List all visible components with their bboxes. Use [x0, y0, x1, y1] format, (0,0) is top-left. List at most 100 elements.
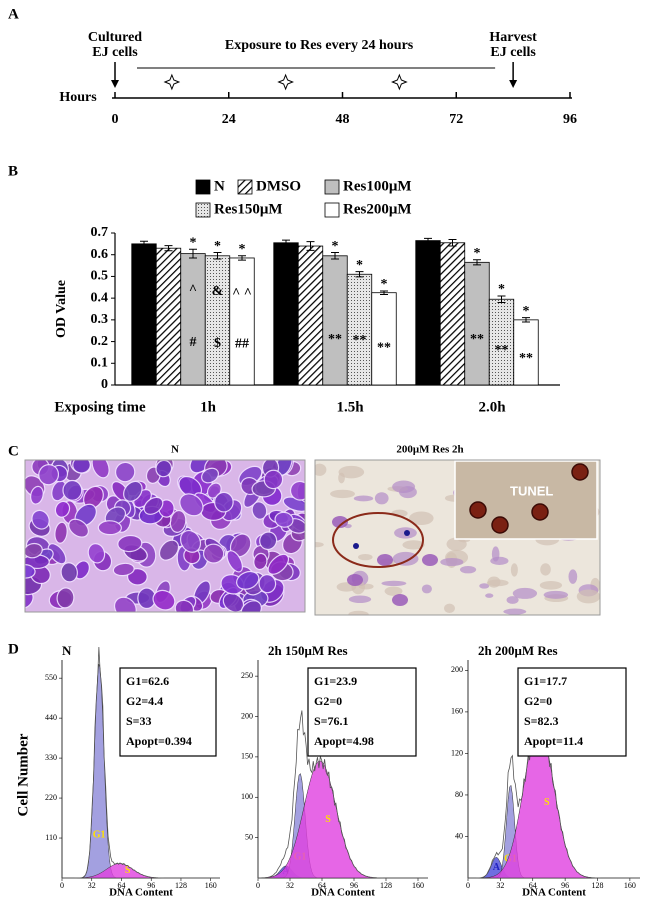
x-axis-label: DNA Content — [522, 887, 586, 899]
y-tick-label: 50 — [245, 832, 253, 841]
cell — [54, 521, 68, 544]
x-tick-label: 64 — [529, 881, 537, 890]
error-bar — [164, 245, 173, 252]
cell — [54, 500, 71, 518]
x-tick-label: 0 — [256, 881, 260, 890]
error-bar — [282, 239, 290, 246]
cell — [68, 518, 89, 538]
cell — [56, 587, 75, 609]
harvest-label: Harvest — [489, 30, 537, 45]
debris — [338, 465, 365, 479]
bar — [464, 261, 490, 386]
significance-mark: ** — [328, 332, 342, 347]
plot-title: 2h 150μM Res — [268, 643, 348, 658]
tunel-cell — [469, 501, 487, 519]
harvest-arrow-head — [509, 80, 518, 88]
cell — [72, 460, 91, 474]
significance-mark: * — [498, 282, 505, 297]
legend-label: DMSO — [256, 178, 301, 194]
nucleus — [353, 543, 359, 549]
cell — [152, 589, 176, 611]
cell — [174, 599, 195, 612]
legend-label: Res100μM — [343, 178, 412, 194]
x-axis-label: Exposing time — [54, 399, 146, 415]
bar — [513, 319, 539, 386]
cell — [30, 485, 44, 505]
plot-title: N — [62, 643, 72, 658]
error-bar — [140, 240, 148, 247]
debris — [358, 553, 373, 561]
cell — [422, 554, 438, 566]
nucleus — [404, 530, 410, 536]
significance-mark: * — [474, 246, 481, 261]
y-tick-label: 0.7 — [91, 225, 109, 240]
y-tick-label: 0.5 — [91, 269, 109, 284]
debris — [440, 557, 464, 567]
stats-line: Apopt=0.394 — [126, 734, 192, 748]
y-tick-label: 0.3 — [91, 312, 109, 327]
legend-swatch — [324, 179, 340, 195]
y-tick-label: 110 — [45, 833, 57, 842]
debris — [392, 480, 416, 494]
panel-label: D — [8, 641, 19, 657]
error-bar — [306, 241, 315, 251]
bar — [322, 255, 348, 386]
bar — [439, 242, 466, 386]
cell — [31, 509, 50, 530]
significance-mark: * — [239, 242, 246, 257]
y-tick-label: 150 — [241, 752, 253, 761]
debris — [392, 551, 419, 566]
stats-line: S=76.1 — [314, 714, 349, 728]
error-bar — [213, 252, 222, 260]
population-curve — [257, 760, 428, 879]
stats-box — [119, 667, 217, 757]
start-label: EJ cells — [92, 45, 138, 60]
population-label: G1 — [93, 829, 106, 840]
significance-mark: ## — [235, 337, 249, 352]
y-tick-label: 160 — [451, 707, 463, 716]
y-tick-label: 440 — [45, 713, 57, 722]
y-axis-label: Cell Number — [15, 733, 31, 816]
debris — [348, 610, 369, 615]
significance-mark: * — [332, 239, 339, 254]
bar — [131, 243, 157, 386]
y-tick-label: 0.4 — [91, 290, 109, 305]
cell — [123, 480, 143, 502]
highlight-ring — [332, 512, 424, 568]
image-border — [24, 459, 306, 613]
y-tick-label: 200 — [451, 665, 463, 674]
x-tick-label: 0 — [60, 881, 64, 890]
x-tick-label: 128 — [175, 881, 187, 890]
tick-label: 72 — [449, 112, 463, 127]
cell — [25, 542, 43, 559]
bar — [488, 298, 515, 386]
image-border — [314, 459, 601, 616]
x-tick-label: 128 — [592, 881, 604, 890]
debris — [315, 463, 327, 476]
dose-star — [391, 73, 408, 91]
cell — [240, 600, 263, 612]
legend-swatch — [195, 202, 211, 218]
start-label: Cultured — [88, 30, 142, 45]
panel-label: B — [8, 163, 18, 179]
y-tick-label: 0.1 — [91, 356, 109, 371]
stats-line: S=33 — [126, 714, 152, 728]
cell — [114, 461, 136, 483]
debris — [568, 569, 578, 584]
x-tick-label: 32 — [88, 881, 96, 890]
x-tick-label: 1.5h — [336, 399, 364, 415]
debris — [510, 563, 518, 577]
debris — [353, 495, 374, 502]
y-tick-label: 220 — [45, 793, 57, 802]
debris — [576, 589, 600, 604]
cell — [263, 469, 284, 490]
inset-label: TUNEL — [510, 483, 553, 498]
legend-label: Res200μM — [343, 201, 412, 217]
cell — [259, 531, 278, 551]
stats-line: Apopt=11.4 — [524, 734, 583, 748]
y-tick-label: 80 — [455, 790, 463, 799]
cell — [60, 562, 78, 583]
cell — [201, 467, 220, 484]
bar — [297, 245, 324, 386]
